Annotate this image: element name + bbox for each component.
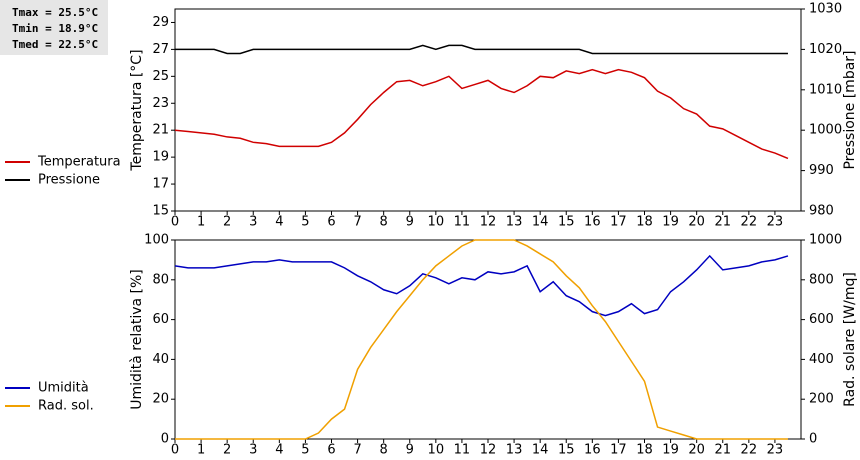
y2-tick-label: 800 bbox=[809, 272, 834, 287]
x-tick-label: 8 bbox=[380, 215, 388, 230]
y2-tick-label: 600 bbox=[809, 312, 834, 327]
legend-label: Temperatura bbox=[37, 155, 121, 170]
y-tick-label: 23 bbox=[152, 96, 169, 111]
legend-label: Rad. sol. bbox=[38, 399, 94, 414]
x-tick-label: 8 bbox=[380, 443, 388, 458]
x-tick-label: 6 bbox=[327, 443, 335, 458]
x-tick-label: 17 bbox=[610, 443, 627, 458]
y-tick-label: 29 bbox=[152, 15, 169, 30]
x-tick-label: 14 bbox=[532, 443, 549, 458]
x-tick-label: 4 bbox=[275, 443, 283, 458]
y-tick-label: 25 bbox=[152, 69, 169, 84]
x-tick-label: 2 bbox=[223, 443, 231, 458]
stat-tmax: Tmax = 25.5°C bbox=[12, 6, 98, 19]
y-tick-label: 20 bbox=[152, 392, 169, 407]
x-tick-label: 22 bbox=[741, 215, 758, 230]
series-line bbox=[174, 254, 789, 317]
y2-tick-label: 1000 bbox=[809, 233, 842, 248]
x-tick-label: 15 bbox=[558, 443, 575, 458]
x-tick-label: 12 bbox=[480, 215, 497, 230]
x-tick-label: 18 bbox=[636, 443, 653, 458]
y2-tick-label: 990 bbox=[809, 163, 834, 178]
x-tick-label: 13 bbox=[506, 215, 523, 230]
y-tick-label: 60 bbox=[152, 312, 169, 327]
y2-axis-label: Rad. solare [W/mq] bbox=[842, 272, 858, 407]
x-tick-label: 4 bbox=[275, 215, 283, 230]
x-tick-label: 10 bbox=[428, 443, 445, 458]
x-tick-label: 17 bbox=[610, 215, 627, 230]
stat-tmed: Tmed = 22.5°C bbox=[12, 38, 98, 51]
x-tick-label: 2 bbox=[223, 215, 231, 230]
x-tick-label: 20 bbox=[688, 215, 705, 230]
x-tick-label: 18 bbox=[636, 215, 653, 230]
x-tick-label: 23 bbox=[767, 215, 784, 230]
series-line bbox=[175, 44, 788, 55]
y-tick-label: 27 bbox=[152, 42, 169, 57]
legend-label: Umidità bbox=[38, 381, 89, 396]
x-tick-label: 12 bbox=[480, 443, 497, 458]
y2-tick-label: 1000 bbox=[809, 123, 842, 138]
x-tick-label: 3 bbox=[249, 443, 257, 458]
plot-frame bbox=[174, 239, 802, 440]
y-tick-label: 0 bbox=[161, 432, 169, 447]
x-tick-label: 10 bbox=[428, 215, 445, 230]
x-tick-label: 14 bbox=[532, 215, 549, 230]
x-tick-label: 16 bbox=[584, 443, 601, 458]
y-tick-label: 17 bbox=[152, 177, 169, 192]
y-tick-label: 19 bbox=[152, 150, 169, 165]
y-tick-label: 21 bbox=[152, 123, 169, 138]
x-tick-label: 6 bbox=[327, 215, 335, 230]
y2-tick-label: 1020 bbox=[809, 42, 842, 57]
x-tick-label: 11 bbox=[454, 443, 471, 458]
x-tick-label: 3 bbox=[249, 215, 257, 230]
x-tick-label: 20 bbox=[688, 443, 705, 458]
y2-tick-label: 1030 bbox=[809, 2, 842, 17]
y2-tick-label: 0 bbox=[809, 432, 817, 447]
x-tick-label: 5 bbox=[301, 443, 309, 458]
y2-tick-label: 1010 bbox=[809, 82, 842, 97]
x-tick-label: 21 bbox=[714, 215, 731, 230]
x-tick-label: 7 bbox=[353, 443, 361, 458]
series-line bbox=[174, 68, 789, 160]
y-tick-label: 100 bbox=[144, 233, 169, 248]
x-tick-label: 19 bbox=[662, 215, 679, 230]
x-tick-label: 16 bbox=[584, 215, 601, 230]
x-tick-label: 15 bbox=[558, 215, 575, 230]
x-tick-label: 1 bbox=[197, 443, 205, 458]
y-axis-label: Umidità relativa [%] bbox=[129, 269, 145, 410]
series-line bbox=[175, 239, 788, 440]
x-tick-label: 9 bbox=[406, 215, 414, 230]
x-tick-label: 1 bbox=[197, 215, 205, 230]
y2-tick-label: 980 bbox=[809, 204, 834, 219]
y2-axis-label: Pressione [mbar] bbox=[842, 50, 858, 169]
y2-tick-label: 400 bbox=[809, 352, 834, 367]
x-tick-label: 13 bbox=[506, 443, 523, 458]
y-tick-label: 80 bbox=[152, 272, 169, 287]
y-tick-label: 40 bbox=[152, 352, 169, 367]
y2-tick-label: 200 bbox=[809, 392, 834, 407]
stats-box bbox=[0, 0, 108, 55]
plot-frame bbox=[174, 8, 802, 212]
x-tick-label: 22 bbox=[741, 443, 758, 458]
x-tick-label: 5 bbox=[301, 215, 309, 230]
legend-label: Pressione bbox=[38, 173, 100, 188]
x-tick-label: 19 bbox=[662, 443, 679, 458]
x-tick-label: 0 bbox=[171, 443, 179, 458]
y-axis-label: Temperatura [°C] bbox=[129, 49, 145, 171]
x-tick-label: 21 bbox=[714, 443, 731, 458]
x-tick-label: 7 bbox=[353, 215, 361, 230]
x-tick-label: 0 bbox=[171, 215, 179, 230]
x-tick-label: 11 bbox=[454, 215, 471, 230]
y-tick-label: 15 bbox=[152, 204, 169, 219]
stat-tmin: Tmin = 18.9°C bbox=[12, 22, 98, 35]
x-tick-label: 23 bbox=[767, 443, 784, 458]
x-tick-label: 9 bbox=[406, 443, 414, 458]
